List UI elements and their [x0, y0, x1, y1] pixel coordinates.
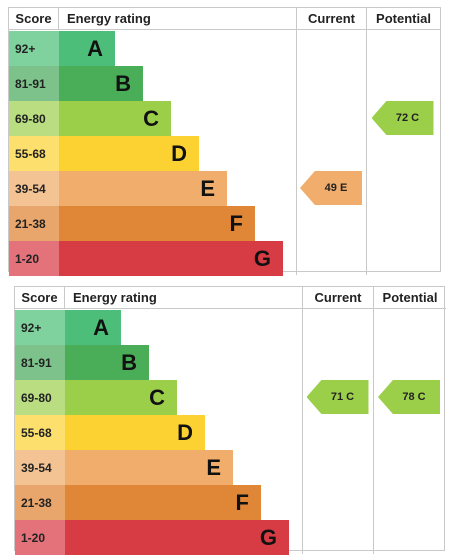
band-bar-e: E — [59, 171, 227, 206]
band-bar-d: D — [65, 415, 205, 450]
band-score-g: 1-20 — [15, 520, 65, 555]
potential-column-divider — [366, 30, 367, 275]
header-potential: Potential — [367, 8, 440, 30]
potential-column-divider — [373, 309, 374, 554]
band-score-f: 21-38 — [15, 485, 65, 520]
band-score-f: 21-38 — [9, 206, 59, 241]
band-score-e: 39-54 — [9, 171, 59, 206]
band-score-d: 55-68 — [9, 136, 59, 171]
band-score-a: 92+ — [15, 310, 65, 345]
current-column-divider — [296, 30, 297, 275]
band-bar-f: F — [65, 485, 261, 520]
current-rating-arrow: 71 C — [306, 380, 369, 414]
band-bar-a: A — [65, 310, 121, 345]
epc-chart-1: Score Energy rating Current Potential 92+ A 81… — [8, 7, 441, 276]
band-bar-c: C — [59, 101, 171, 136]
header-current: Current — [297, 8, 367, 30]
band-score-b: 81-91 — [9, 66, 59, 101]
band-score-a: 92+ — [9, 31, 59, 66]
band-score-b: 81-91 — [15, 345, 65, 380]
band-bar-b: B — [59, 66, 143, 101]
header-current: Current — [303, 287, 374, 309]
header-score: Score — [15, 287, 65, 309]
header-energy-rating: Energy rating — [65, 287, 303, 309]
current-column-divider — [302, 309, 303, 554]
epc-chart-2: Score Energy rating Current Potential 92+ A 81… — [14, 286, 446, 555]
band-bar-d: D — [59, 136, 199, 171]
band-score-c: 69-80 — [15, 380, 65, 415]
band-bar-a: A — [59, 31, 115, 66]
band-score-c: 69-80 — [9, 101, 59, 136]
header-potential: Potential — [374, 287, 446, 309]
band-bar-c: C — [65, 380, 177, 415]
band-score-d: 55-68 — [15, 415, 65, 450]
current-rating-arrow: 49 E — [300, 171, 362, 205]
potential-rating-arrow: 78 C — [378, 380, 440, 414]
band-bar-g: G — [59, 241, 283, 276]
header-score: Score — [9, 8, 59, 30]
potential-rating-arrow: 72 C — [371, 101, 434, 135]
band-bar-e: E — [65, 450, 233, 485]
band-bar-f: F — [59, 206, 255, 241]
band-score-g: 1-20 — [9, 241, 59, 276]
band-score-e: 39-54 — [15, 450, 65, 485]
band-bar-g: G — [65, 520, 289, 555]
band-bar-b: B — [65, 345, 149, 380]
header-energy-rating: Energy rating — [59, 8, 297, 30]
